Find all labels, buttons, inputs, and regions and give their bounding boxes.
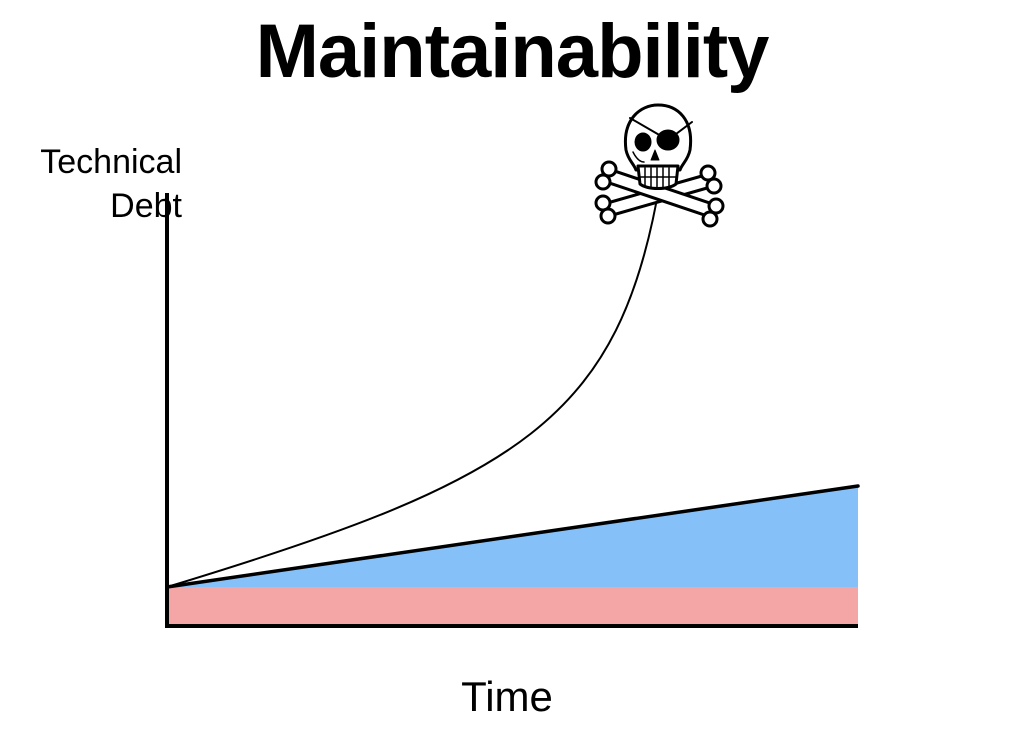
slide-title: Maintainability — [255, 9, 770, 94]
linear-growth-line — [165, 484, 860, 589]
y-axis-label: Technical Debt — [40, 140, 182, 228]
skull-and-crossbones-icon — [594, 103, 725, 228]
x-axis-label: Time — [461, 673, 553, 720]
y-axis-label-line-1: Technical — [40, 143, 182, 181]
exponential-debt-curve — [166, 181, 661, 588]
y-axis-label-line-2: Debt — [110, 187, 182, 225]
baseline-debt-band — [167, 587, 858, 624]
